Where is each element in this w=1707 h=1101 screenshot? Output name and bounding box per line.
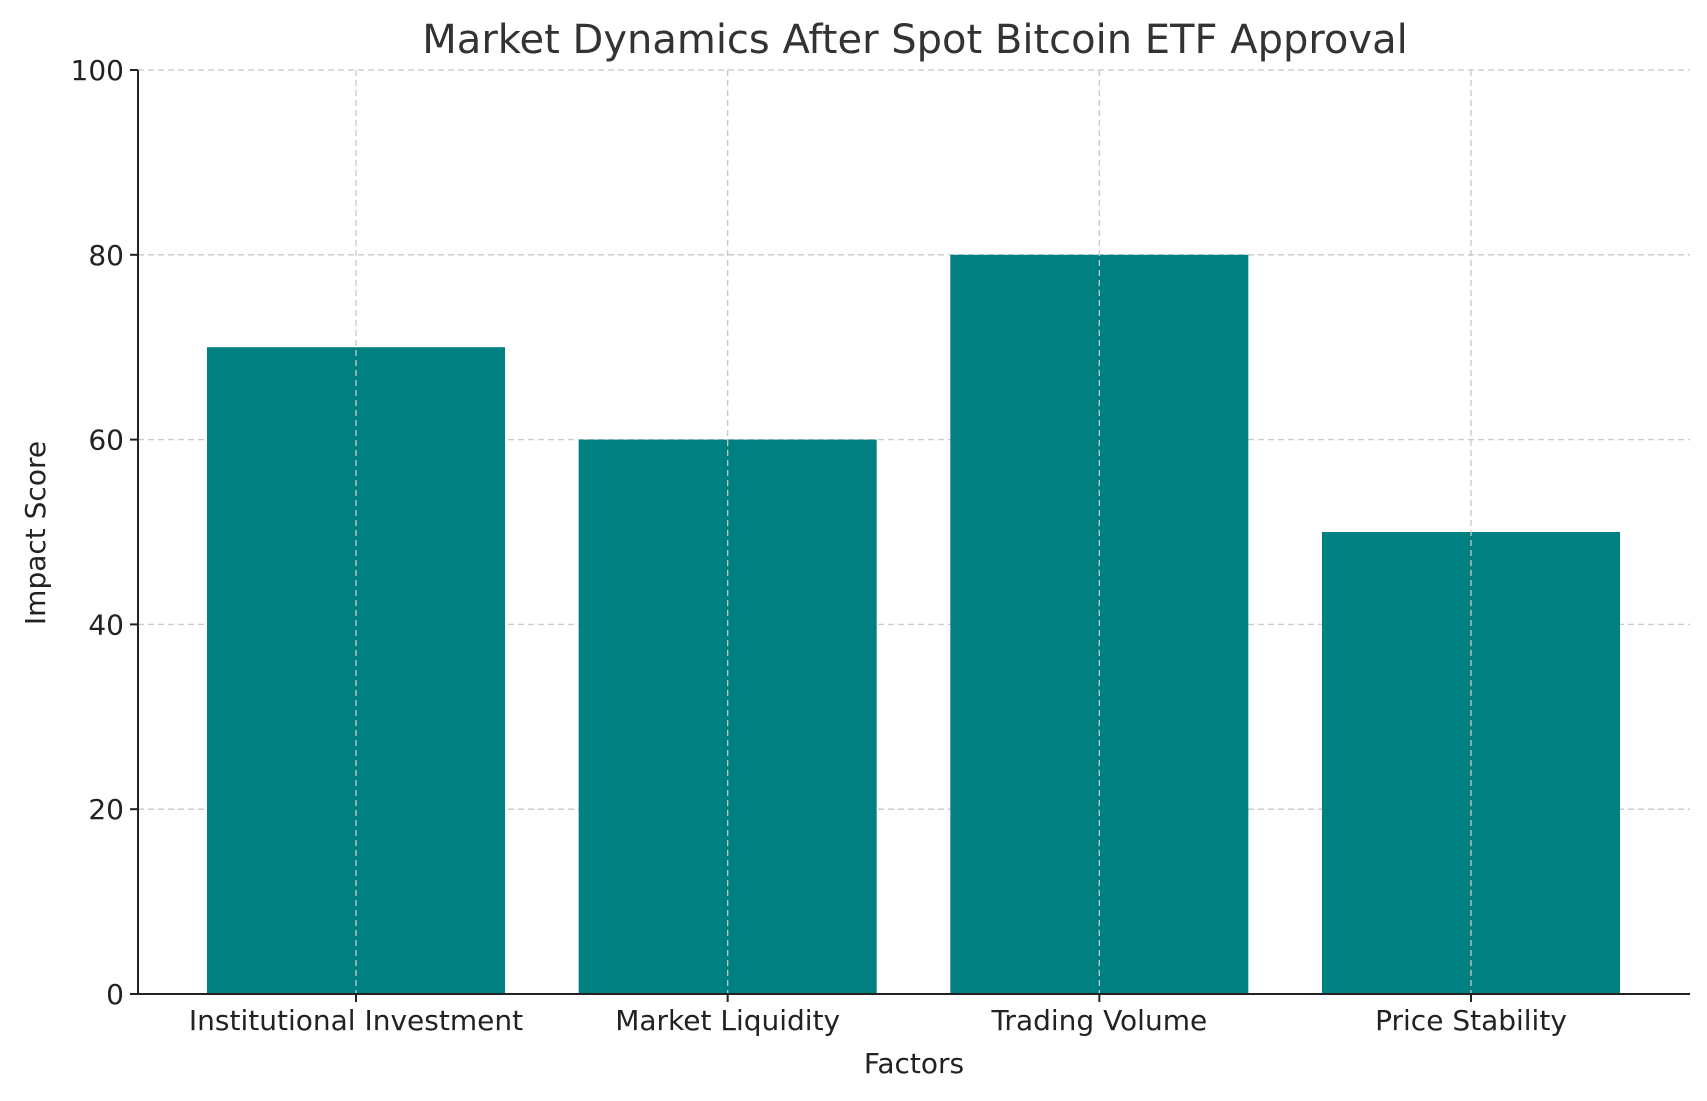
- y-tick-label: 20: [88, 793, 124, 826]
- y-tick-label: 100: [71, 54, 124, 87]
- x-axis-label: Factors: [864, 1047, 964, 1080]
- x-tick-label: Trading Volume: [990, 1004, 1207, 1037]
- y-tick-label: 0: [106, 978, 124, 1011]
- vertical-grid-layer: [355, 70, 1472, 994]
- x-tick-label: Price Stability: [1375, 1004, 1567, 1037]
- y-ticks: 0 20 40 60 80 100: [71, 54, 138, 1011]
- axes-layer: [137, 70, 1690, 995]
- y-tick-label: 80: [88, 239, 124, 272]
- y-tick-label: 60: [88, 424, 124, 457]
- y-tick-label: 40: [88, 608, 124, 641]
- y-axis-label: Impact Score: [19, 441, 52, 625]
- chart-title: Market Dynamics After Spot Bitcoin ETF A…: [422, 17, 1407, 63]
- x-tick-label: Market Liquidity: [615, 1004, 840, 1037]
- x-ticks: Institutional Investment Market Liquidity…: [189, 994, 1567, 1037]
- x-tick-label: Institutional Investment: [189, 1004, 523, 1037]
